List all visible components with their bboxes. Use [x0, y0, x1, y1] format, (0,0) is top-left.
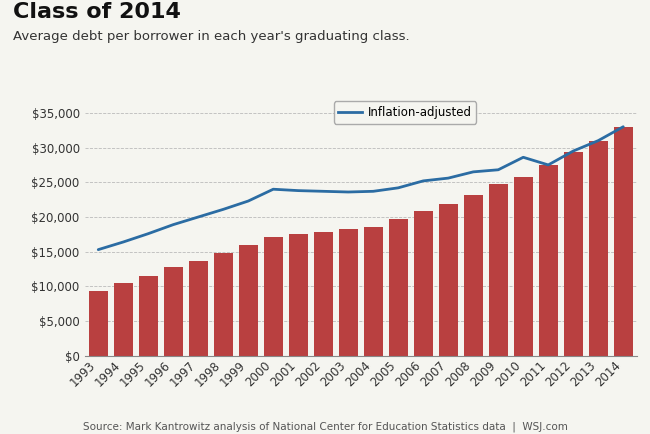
- Bar: [339, 230, 358, 356]
- Bar: [239, 245, 258, 356]
- Bar: [463, 195, 483, 356]
- Bar: [188, 261, 208, 356]
- Bar: [564, 152, 583, 356]
- Bar: [363, 227, 383, 356]
- Bar: [88, 291, 108, 356]
- Bar: [538, 165, 558, 356]
- Bar: [164, 267, 183, 356]
- Text: Class of 2014: Class of 2014: [13, 2, 181, 22]
- Bar: [489, 184, 508, 356]
- Text: Average debt per borrower in each year's graduating class.: Average debt per borrower in each year's…: [13, 30, 410, 43]
- Bar: [313, 232, 333, 356]
- Bar: [263, 237, 283, 356]
- Bar: [514, 177, 533, 356]
- Bar: [289, 234, 308, 356]
- Bar: [413, 211, 433, 356]
- Bar: [213, 253, 233, 356]
- Legend: Inflation-adjusted: Inflation-adjusted: [333, 102, 476, 124]
- Bar: [588, 141, 608, 356]
- Bar: [614, 127, 633, 356]
- Text: Source: Mark Kantrowitz analysis of National Center for Education Statistics dat: Source: Mark Kantrowitz analysis of Nati…: [83, 421, 567, 432]
- Bar: [114, 283, 133, 356]
- Bar: [389, 219, 408, 356]
- Bar: [439, 204, 458, 356]
- Bar: [138, 276, 158, 356]
